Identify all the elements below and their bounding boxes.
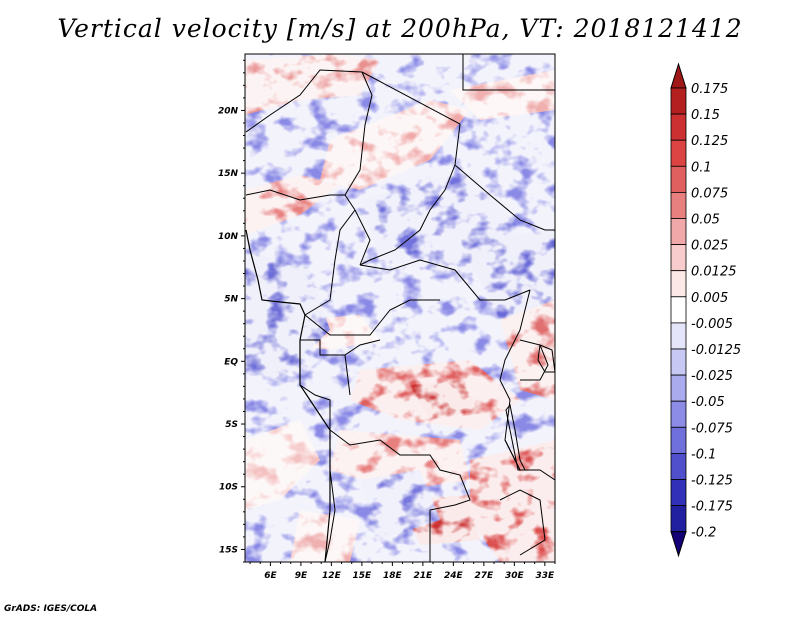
colorbar-segment [670, 139, 687, 167]
lon-tick-label: 24E [444, 571, 464, 581]
political-boundaries [245, 54, 555, 562]
colorbar-label: 0.05 [691, 213, 720, 228]
lon-tick-label: 33E [535, 571, 555, 581]
map-panel [245, 54, 555, 562]
colorbar-label: 0.125 [691, 134, 728, 149]
colorbar-segment [670, 165, 687, 193]
latitude-axis: 20N 15N 10N 5N EQ 5S 10S 15S [218, 59, 245, 563]
map-title: Vertical velocity [m/s] at 200hPa, VT: 2… [57, 14, 743, 43]
colorbar-segment [670, 348, 687, 376]
lat-tick-label: 10N [218, 232, 239, 242]
colorbar-bottom-arrow [670, 531, 687, 558]
longitude-axis: 6E 9E 12E 15E 18E 21E 24E 27E 30E 33E [249, 562, 556, 581]
colorbar-label: 0.075 [691, 186, 728, 201]
lon-tick-label: 12E [322, 571, 342, 581]
colorbar-segment [670, 479, 687, 507]
colorbar-label: -0.1 [691, 447, 716, 462]
lon-tick-label: 27E [475, 571, 495, 581]
colorbar-label: -0.05 [691, 395, 725, 410]
colorbar-label: 0.025 [691, 239, 728, 254]
colorbar-label: -0.0125 [691, 343, 741, 358]
lon-tick-label: 9E [295, 571, 308, 581]
lat-tick-label: 20N [218, 106, 239, 116]
colorbar-segment [670, 244, 687, 272]
colorbar: 0.175 0.15 0.125 0.1 0.075 0.05 0.025 0.0125 0.0… [670, 62, 741, 558]
colorbar-segment [670, 270, 687, 298]
colorbar-segment [670, 296, 687, 324]
map-frame [244, 53, 556, 563]
colorbar-label: 0.1 [691, 160, 712, 175]
lon-tick-label: 18E [383, 571, 403, 581]
colorbar-segment [670, 426, 687, 454]
lat-tick-label: EQ [224, 357, 238, 367]
colorbar-segment [670, 113, 687, 141]
lon-tick-label: 21E [414, 571, 434, 581]
colorbar-label: 0.005 [691, 291, 728, 306]
small-scale-structure [245, 54, 555, 562]
coastline [245, 229, 331, 562]
lon-tick-label: 30E [505, 571, 525, 581]
colorbar-segment [670, 87, 687, 115]
colorbar-top-arrow [670, 62, 687, 89]
colorbar-segment [670, 452, 687, 480]
colorbar-label: 0.0125 [691, 265, 737, 280]
lat-tick-label: 5N [224, 295, 238, 305]
grads-credit: GrADS: IGES/COLA [4, 604, 98, 614]
lon-tick-label: 15E [353, 571, 373, 581]
colorbar-segment [670, 322, 687, 350]
lat-tick-label: 10S [219, 483, 238, 493]
colorbar-label: -0.2 [691, 526, 716, 541]
colorbar-segment [670, 374, 687, 402]
lon-tick-label: 6E [264, 571, 277, 581]
colorbar-label: -0.005 [691, 317, 733, 332]
colorbar-segment [670, 191, 687, 219]
colorbar-label: -0.125 [691, 474, 733, 489]
lat-tick-label: 15S [219, 545, 238, 555]
lat-tick-label: 5S [225, 420, 238, 430]
colorbar-label: -0.025 [691, 369, 733, 384]
colorbar-label: 0.175 [691, 82, 728, 97]
colorbar-segment [670, 218, 687, 246]
colorbar-segment [670, 400, 687, 428]
colorbar-segment [670, 505, 687, 533]
colorbar-label: -0.175 [691, 500, 733, 515]
colorbar-label: -0.075 [691, 421, 733, 436]
colorbar-label: 0.15 [691, 108, 720, 123]
lat-tick-label: 15N [218, 169, 239, 179]
